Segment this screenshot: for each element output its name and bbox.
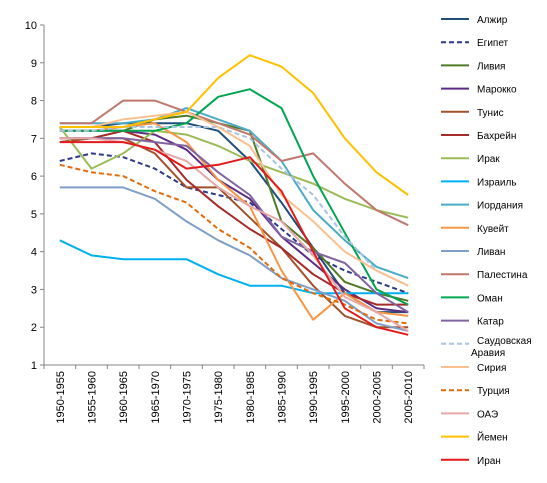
y-tick-label: 10 (25, 20, 37, 32)
legend-label: Бахрейн (477, 131, 516, 142)
series-line (59, 163, 409, 325)
legend-label: Ливан (477, 247, 505, 258)
y-tick-label: 7 (31, 133, 37, 145)
series-line (59, 110, 409, 287)
legend-label: Египет (477, 38, 509, 49)
x-tick-label: 1995-2000 (340, 371, 352, 424)
series-line (59, 152, 409, 295)
x-tick-label: 1980-1985 (245, 371, 257, 424)
legend-label: Катар (477, 317, 504, 328)
series-line (59, 99, 409, 227)
x-tick-label: 1970-1975 (182, 371, 194, 424)
x-tick-label: 1975-1980 (213, 371, 225, 424)
x-tick-label: 1965-1970 (150, 371, 162, 424)
y-tick-label: 5 (31, 209, 37, 221)
legend-label: Иран (477, 456, 501, 467)
legend-label: Палестина (477, 270, 528, 281)
series-line (59, 137, 409, 313)
y-tick-label: 9 (31, 58, 37, 70)
x-tick-label: 2005-2010 (403, 371, 415, 424)
y-tick-label: 2 (31, 322, 37, 334)
series-line (59, 129, 409, 306)
series-line (59, 126, 409, 219)
y-tick-label: 8 (31, 96, 37, 108)
x-tick-label: 1985-1990 (277, 371, 289, 424)
legend-label: Оман (477, 293, 503, 304)
legend-label: Сирия (477, 363, 506, 374)
x-tick-label: 1950-1955 (55, 371, 67, 424)
series-line (59, 137, 409, 332)
plot-area: 1 2 3 4 5 6 7 8 9 10 1950-1955 1955-1960 1960-1965 19… (25, 20, 425, 424)
y-tick-label: 4 (31, 247, 37, 259)
legend-label: Турция (477, 386, 510, 397)
legend: Алжир Египет Ливия Марокко Тунис Бахрейн Ирак И… (441, 15, 532, 467)
x-tick-label: 2000-2005 (372, 371, 384, 424)
y-tick-label: 6 (31, 171, 37, 183)
legend-label: Иордания (477, 201, 523, 212)
series-line (59, 239, 409, 295)
series-line (59, 54, 409, 196)
legend-label: Йемен (477, 431, 508, 444)
legend-label: Марокко (477, 85, 517, 96)
x-tick-label: 1990-1995 (308, 371, 320, 424)
series-line (59, 141, 409, 336)
y-tick-label: 3 (31, 284, 37, 296)
legend-label: Алжир (477, 15, 508, 26)
legend-label: Ливия (477, 61, 505, 72)
legend-label: Кувейт (477, 224, 509, 235)
legend-label: ОАЭ (477, 409, 498, 420)
legend-label: Ирак (477, 154, 500, 165)
x-tick-label: 1960-1965 (118, 371, 130, 424)
y-tick-label: 1 (31, 360, 37, 372)
legend-label: Тунис (477, 108, 504, 119)
legend-label: Израиль (477, 177, 517, 188)
legend-label: Саудовская Аравия (471, 336, 532, 359)
series-line (59, 107, 409, 280)
series-line (59, 186, 409, 332)
x-tick-label: 1955-1960 (87, 371, 99, 424)
